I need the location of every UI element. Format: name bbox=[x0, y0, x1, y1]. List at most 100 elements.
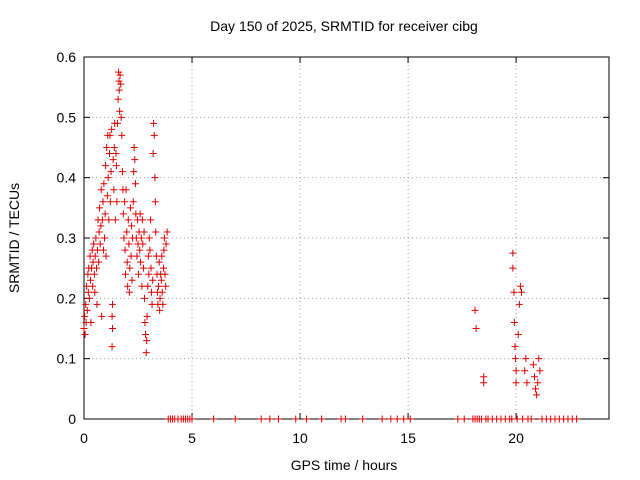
data-point bbox=[126, 204, 134, 212]
data-point bbox=[514, 331, 522, 339]
data-point bbox=[509, 264, 517, 272]
data-point bbox=[156, 294, 164, 302]
data-point bbox=[100, 180, 108, 188]
data-point bbox=[131, 180, 139, 188]
data-point bbox=[460, 415, 468, 423]
data-point bbox=[231, 415, 239, 423]
data-point bbox=[142, 331, 150, 339]
data-point bbox=[140, 228, 148, 236]
data-point bbox=[146, 246, 154, 254]
data-point bbox=[533, 391, 541, 399]
data-point bbox=[210, 415, 218, 423]
data-point bbox=[158, 288, 166, 296]
data-point bbox=[115, 77, 123, 85]
data-point bbox=[103, 192, 111, 200]
data-point bbox=[147, 288, 155, 296]
data-point bbox=[125, 240, 133, 248]
data-point bbox=[188, 415, 196, 423]
data-point bbox=[121, 198, 129, 206]
data-point bbox=[84, 270, 92, 278]
data-point bbox=[266, 415, 274, 423]
data-point bbox=[400, 415, 408, 423]
data-point bbox=[122, 186, 130, 194]
data-point bbox=[103, 144, 111, 151]
data-point bbox=[529, 361, 537, 369]
data-point bbox=[91, 252, 99, 260]
data-point bbox=[518, 288, 525, 296]
data-point bbox=[124, 216, 132, 224]
data-point bbox=[406, 415, 414, 423]
data-point bbox=[292, 415, 300, 423]
data-point bbox=[573, 415, 581, 423]
data-point bbox=[128, 222, 136, 230]
data-point bbox=[143, 312, 151, 320]
data-point bbox=[85, 294, 93, 302]
data-point bbox=[341, 415, 349, 423]
data-point bbox=[144, 282, 152, 290]
data-point bbox=[480, 379, 488, 387]
data-point bbox=[137, 234, 145, 242]
data-point bbox=[90, 270, 98, 278]
data-point bbox=[162, 240, 170, 248]
data-point bbox=[512, 379, 520, 387]
data-point bbox=[113, 198, 121, 206]
data-point bbox=[149, 276, 157, 284]
x-tick-label: 5 bbox=[188, 430, 196, 446]
x-tick-label: 10 bbox=[292, 430, 308, 446]
data-point bbox=[147, 216, 155, 224]
data-point bbox=[81, 331, 89, 339]
data-point bbox=[97, 186, 105, 194]
data-point bbox=[84, 288, 92, 296]
y-tick-labels: 0 0.1 0.2 0.3 0.4 0.5 0.6 bbox=[57, 49, 77, 427]
data-point bbox=[83, 282, 91, 290]
data-point bbox=[93, 264, 101, 272]
data-point bbox=[101, 234, 109, 242]
data-point bbox=[117, 80, 125, 88]
data-point bbox=[98, 312, 106, 320]
y-tick-label: 0 bbox=[68, 411, 76, 427]
data-point bbox=[109, 300, 117, 308]
data-point bbox=[118, 168, 126, 176]
data-point bbox=[535, 355, 543, 363]
data-point bbox=[106, 131, 114, 139]
data-point bbox=[109, 156, 117, 164]
data-point bbox=[144, 252, 152, 260]
data-point bbox=[93, 246, 101, 254]
data-point bbox=[97, 222, 105, 230]
data-point bbox=[151, 174, 159, 182]
data-point bbox=[125, 288, 133, 296]
data-point bbox=[121, 246, 129, 254]
data-point bbox=[510, 318, 518, 326]
data-point bbox=[109, 325, 117, 332]
data-point bbox=[136, 210, 144, 218]
data-point bbox=[141, 318, 149, 326]
data-point bbox=[471, 306, 479, 314]
y-tick-label: 0.4 bbox=[57, 170, 77, 186]
y-tick-label: 0.1 bbox=[57, 351, 77, 367]
data-point bbox=[93, 300, 101, 308]
data-point bbox=[150, 119, 158, 127]
data-point bbox=[530, 373, 538, 381]
data-points bbox=[80, 68, 581, 423]
data-point bbox=[143, 337, 151, 345]
data-point bbox=[83, 306, 91, 314]
data-point bbox=[163, 228, 171, 236]
data-point bbox=[152, 228, 160, 236]
data-point bbox=[138, 216, 146, 224]
data-point bbox=[534, 379, 542, 387]
data-point bbox=[105, 216, 113, 224]
data-point bbox=[86, 276, 94, 284]
data-point bbox=[119, 210, 127, 218]
grid-lines bbox=[84, 57, 609, 419]
data-point bbox=[116, 107, 124, 115]
data-point bbox=[378, 415, 386, 423]
data-point bbox=[454, 415, 462, 423]
data-point bbox=[95, 228, 103, 236]
data-point bbox=[134, 270, 142, 278]
data-point bbox=[155, 282, 163, 290]
data-point bbox=[89, 282, 97, 290]
data-point bbox=[112, 150, 120, 158]
data-point bbox=[359, 415, 367, 423]
data-point bbox=[512, 367, 520, 375]
